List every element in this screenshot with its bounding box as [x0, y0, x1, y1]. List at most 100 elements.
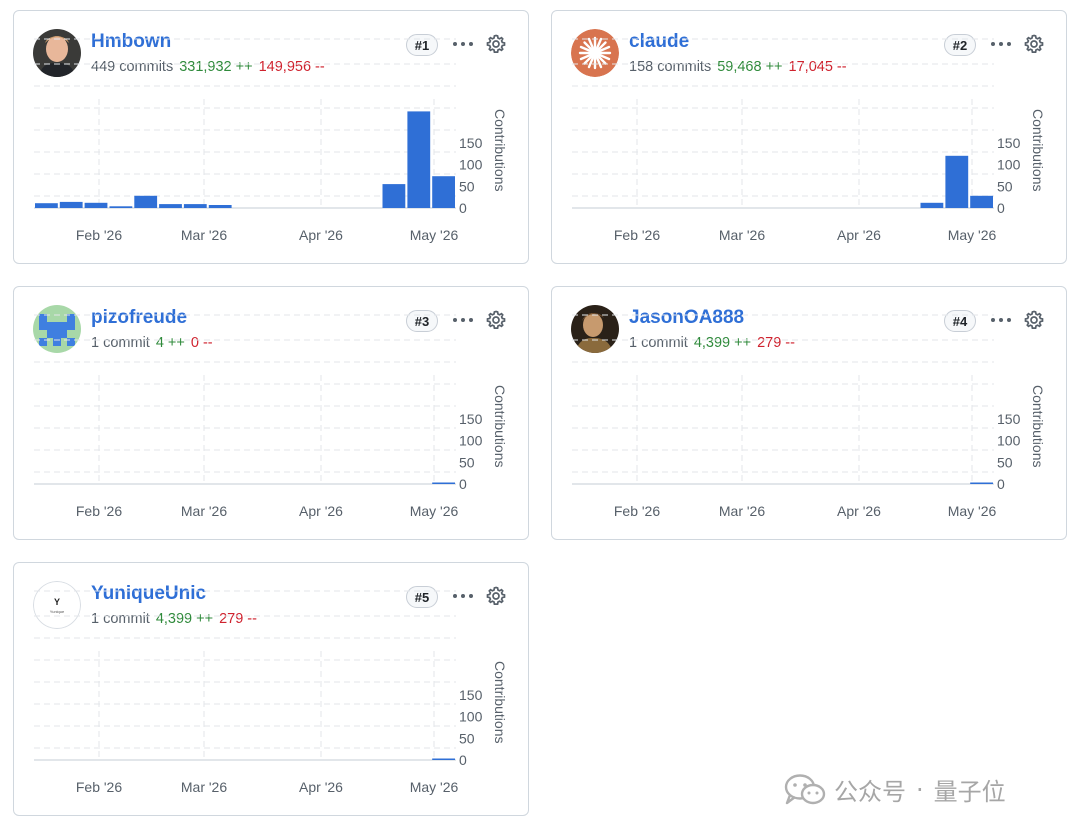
deletions-count: 279 -- — [757, 335, 795, 351]
username-link[interactable]: pizofreude — [91, 307, 188, 328]
identicon-icon[interactable] — [33, 305, 81, 353]
additions-count: 59,468 ++ — [717, 59, 783, 75]
avatar-logo-letter: Y — [54, 597, 60, 607]
x-tick-label: Feb '26 — [76, 779, 122, 795]
kebab-menu-icon[interactable] — [988, 311, 1014, 329]
gear-icon[interactable] — [1023, 33, 1045, 55]
contributor-card: JasonOA888 1 commit 4,399 ++ 279 -- #4 0 50… — [551, 286, 1067, 540]
username-link[interactable]: claude — [629, 31, 690, 52]
y-tick-label: 100 — [997, 157, 1021, 173]
x-tick-label: Mar '26 — [719, 227, 765, 243]
y-tick-label: 0 — [997, 200, 1005, 216]
x-tick-label: Feb '26 — [76, 227, 122, 243]
kebab-menu-icon[interactable] — [450, 35, 476, 53]
bar — [432, 758, 455, 760]
bar — [134, 195, 158, 208]
x-tick-label: May '26 — [410, 779, 459, 795]
y-axis-label: Contributions — [492, 661, 508, 744]
x-tick-label: Apr '26 — [837, 227, 881, 243]
kebab-menu-icon[interactable] — [450, 311, 476, 329]
x-tick-label: Feb '26 — [614, 503, 660, 519]
y-tick-label: 0 — [997, 476, 1005, 492]
x-tick-label: May '26 — [948, 503, 997, 519]
additions-count: 4,399 ++ — [693, 335, 752, 351]
y-tick-label: 50 — [459, 730, 475, 746]
bar — [84, 202, 108, 208]
commit-stats: 449 commits 331,932 ++ 149,956 -- — [91, 59, 325, 75]
y-tick-label: 50 — [459, 178, 475, 194]
commit-count[interactable]: 1 commit — [91, 335, 150, 351]
claude-starburst-icon[interactable] — [571, 29, 619, 77]
gear-icon[interactable] — [485, 309, 507, 331]
x-tick-label: Apr '26 — [299, 779, 343, 795]
y-tick-label: 100 — [459, 157, 483, 173]
deletions-count: 17,045 -- — [788, 59, 847, 75]
username-link[interactable]: Hmbown — [91, 31, 172, 52]
gear-icon[interactable] — [1023, 309, 1045, 331]
avatar-logo-word: Yunique — [50, 609, 65, 614]
y-tick-label: 150 — [459, 135, 483, 151]
bar — [159, 204, 182, 208]
y-tick-label: 150 — [997, 135, 1021, 151]
commit-count[interactable]: 158 commits — [629, 59, 712, 75]
x-tick-label: May '26 — [410, 227, 459, 243]
bar — [382, 184, 406, 208]
y-tick-label: 50 — [997, 454, 1013, 470]
deletions-count: 0 -- — [190, 335, 213, 351]
contributions-chart: 0 50 100 150 Feb '26 Mar '26 Apr '26 May '26 Con… — [34, 314, 508, 519]
watermark: 公众号 · 量子位 — [784, 772, 1006, 807]
kebab-menu-icon[interactable] — [450, 587, 476, 605]
x-tick-label: Feb '26 — [76, 503, 122, 519]
deletions-count: 149,956 -- — [258, 59, 325, 75]
y-axis-label: Contributions — [492, 109, 508, 192]
bar — [432, 482, 455, 484]
contributions-chart: 0 50 100 150 Feb '26 Mar '26 Apr '26 May '26 Con… — [34, 590, 508, 795]
y-tick-label: 100 — [459, 433, 483, 449]
username-link[interactable]: YuniqueUnic — [91, 583, 207, 604]
username-link[interactable]: JasonOA888 — [629, 307, 745, 328]
y-tick-label: 100 — [459, 709, 483, 725]
y-tick-label: 0 — [459, 200, 467, 216]
additions-count: 331,932 ++ — [179, 59, 253, 75]
watermark-text-2: 量子位 — [933, 778, 1006, 806]
gear-icon[interactable] — [485, 585, 507, 607]
portrait-avatar-icon[interactable] — [571, 305, 619, 353]
y-tick-label: 150 — [459, 411, 483, 427]
commit-stats: 158 commits 59,468 ++ 17,045 -- — [629, 59, 847, 75]
commit-count[interactable]: 1 commit — [91, 611, 150, 627]
x-tick-label: Mar '26 — [181, 227, 227, 243]
watermark-text-1: 公众号 — [834, 778, 906, 806]
bar — [432, 176, 455, 208]
y-tick-label: 150 — [459, 687, 483, 703]
wechat-icon — [784, 773, 826, 804]
additions-count: 4 ++ — [155, 335, 185, 351]
bar — [109, 206, 133, 208]
y-tick-label: 0 — [459, 476, 467, 492]
x-tick-label: Mar '26 — [181, 503, 227, 519]
commit-count[interactable]: 449 commits — [91, 59, 174, 75]
x-tick-label: Feb '26 — [614, 227, 660, 243]
contributions-chart: 0 50 100 150 Feb '26 Mar '26 Apr '26 May '26 Con… — [572, 38, 1046, 243]
kebab-menu-icon[interactable] — [988, 35, 1014, 53]
y-tick-label: 0 — [459, 752, 467, 768]
deletions-count: 279 -- — [219, 611, 257, 627]
x-tick-label: Apr '26 — [299, 503, 343, 519]
commit-stats: 1 commit 4,399 ++ 279 -- — [91, 611, 257, 627]
contributor-card: pizofreude 1 commit 4 ++ 0 -- #3 0 50 100 150… — [13, 286, 529, 540]
commit-stats: 1 commit 4 ++ 0 -- — [91, 335, 213, 351]
y-tick-label: 50 — [997, 178, 1013, 194]
y-axis-label: Contributions — [1030, 109, 1046, 192]
bar — [59, 201, 83, 208]
bar — [970, 482, 993, 484]
gear-icon[interactable] — [485, 33, 507, 55]
watermark-separator: · — [916, 775, 924, 804]
commit-count[interactable]: 1 commit — [629, 335, 688, 351]
yunique-logo-icon[interactable]: Y Yunique — [33, 581, 81, 629]
x-tick-label: Mar '26 — [181, 779, 227, 795]
x-tick-label: May '26 — [948, 227, 997, 243]
bar — [407, 111, 431, 208]
bar — [945, 155, 969, 208]
photo-avatar-icon[interactable] — [33, 29, 81, 77]
contributor-card: claude 158 commits 59,468 ++ 17,045 -- #2 … — [551, 10, 1067, 264]
y-tick-label: 50 — [459, 454, 475, 470]
